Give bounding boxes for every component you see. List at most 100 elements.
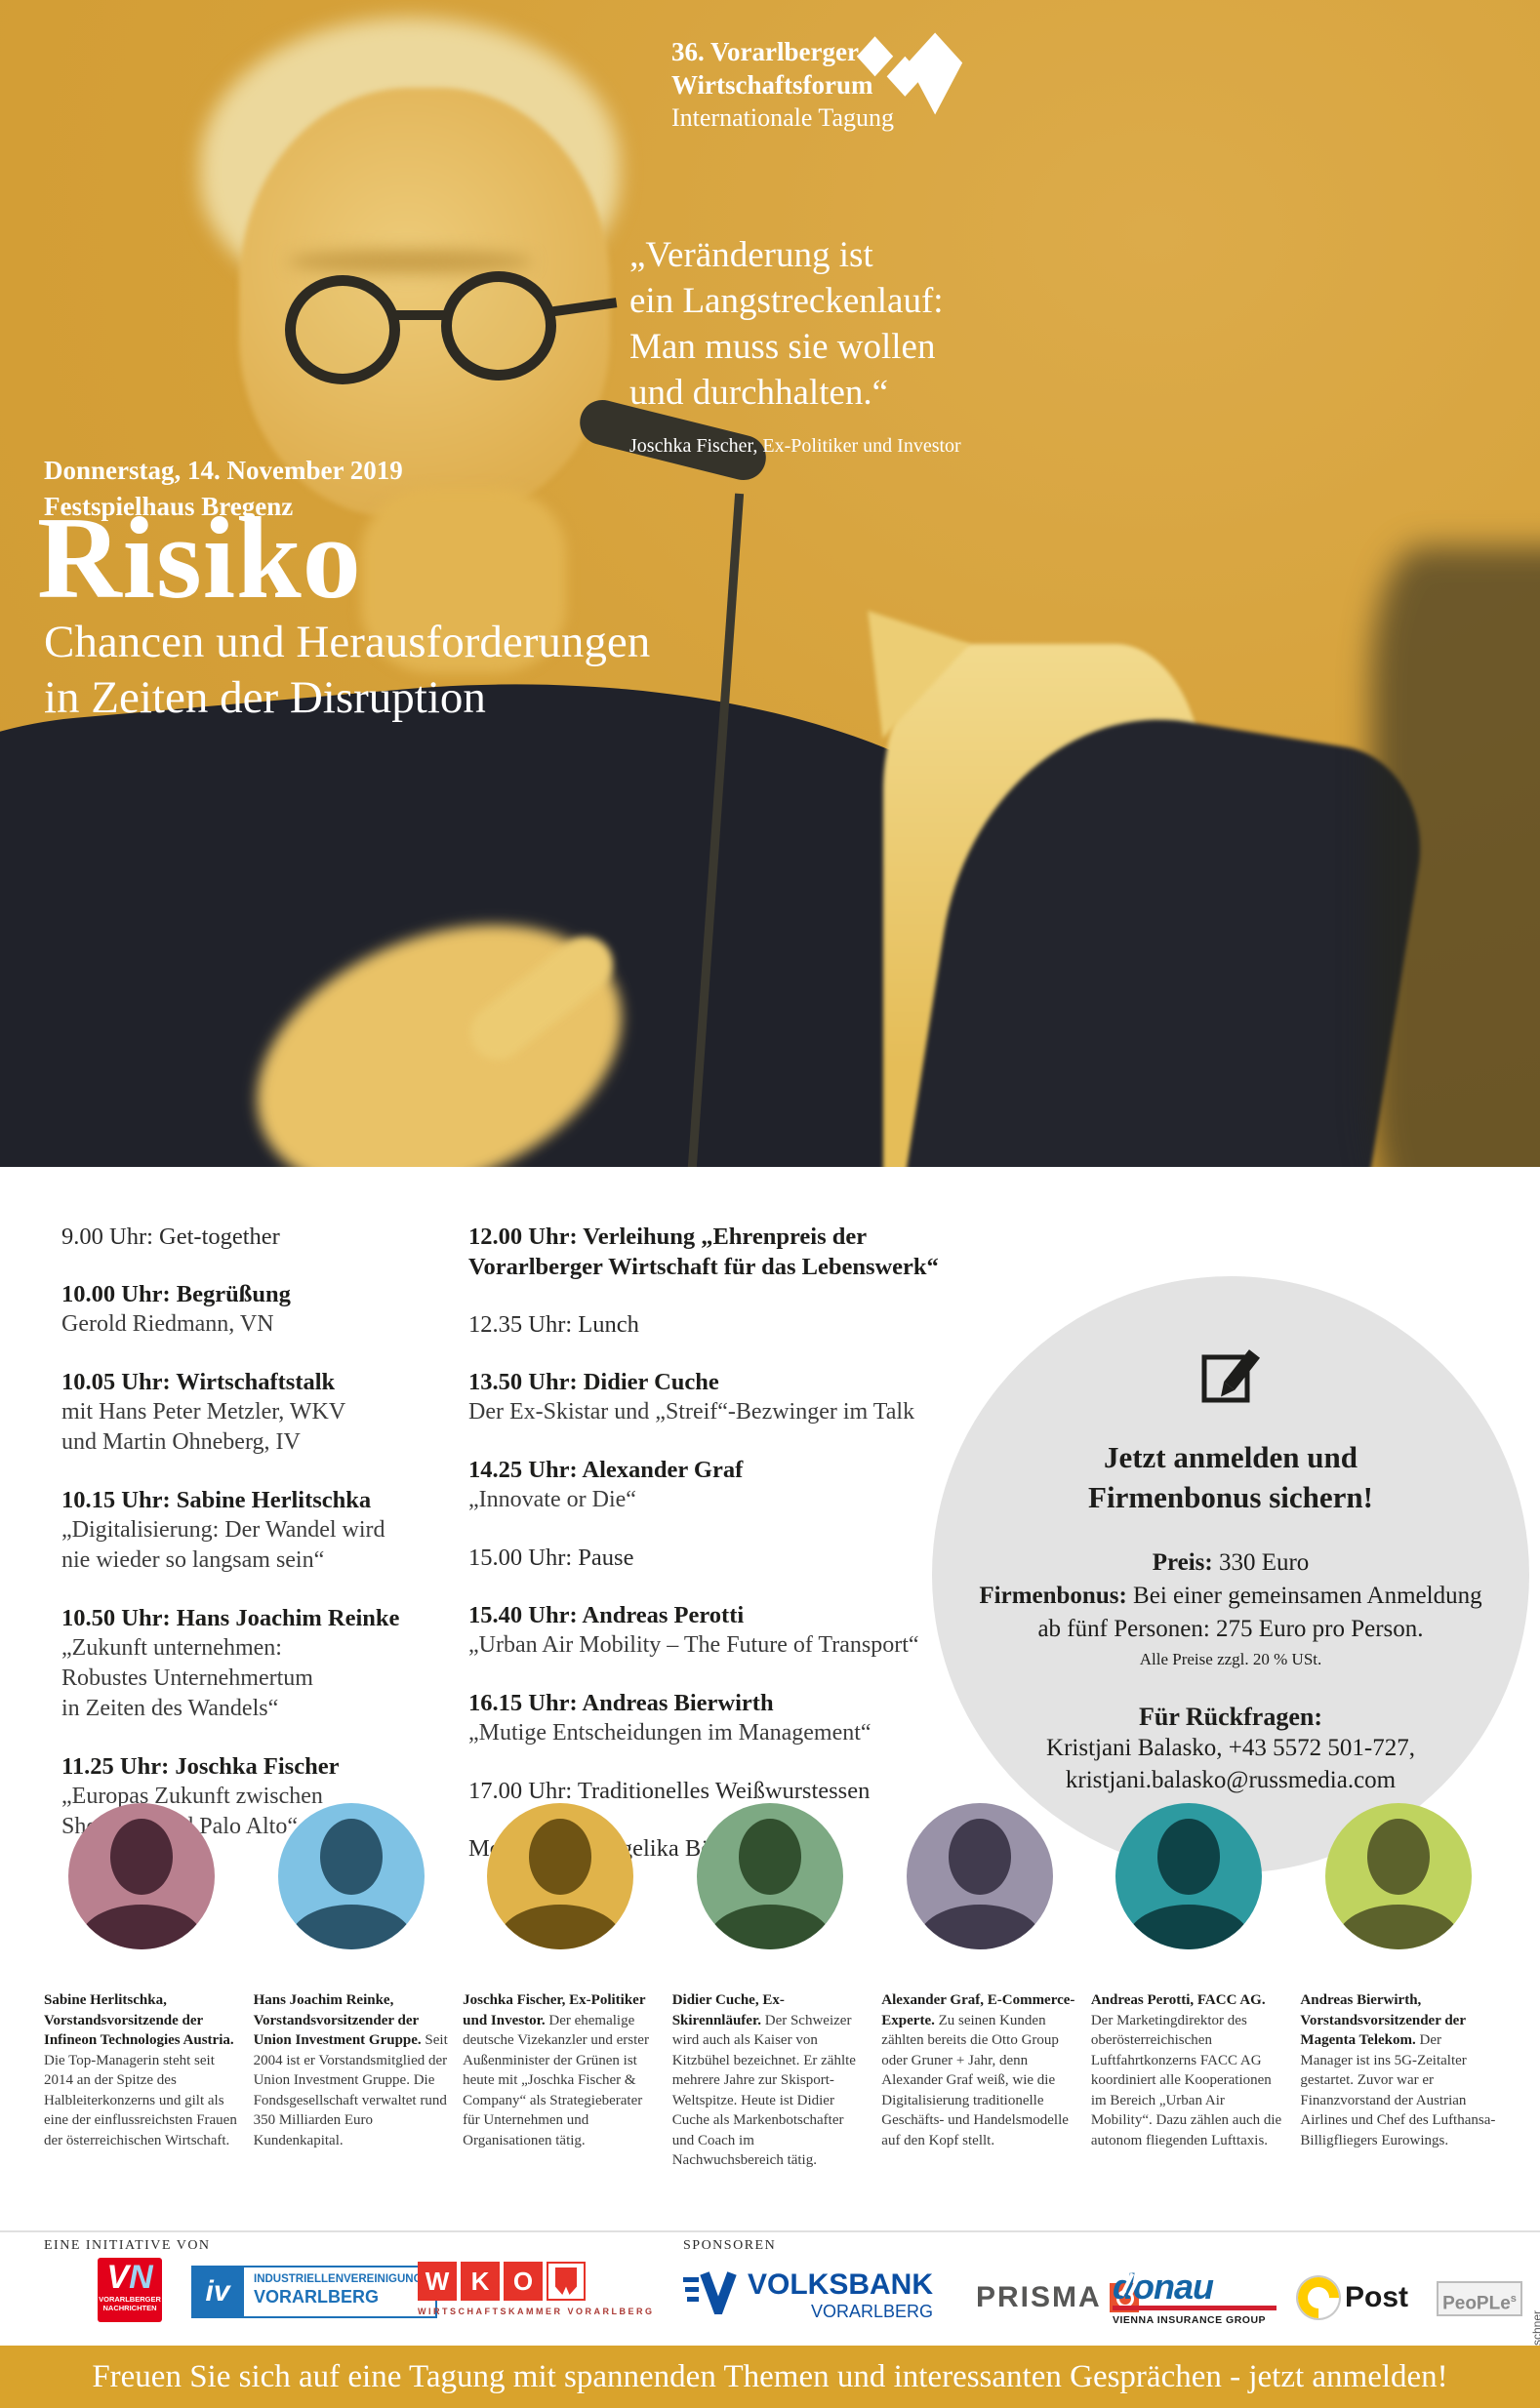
quote-attribution: Joschka Fischer, Ex-Politiker und Invest… <box>629 435 961 457</box>
bonus-label: Firmenbonus: <box>979 1583 1127 1609</box>
volksbank-sub: VORARLBERG <box>810 2302 934 2321</box>
wko-caption: WIRTSCHAFTSKAMMER VORARLBERG <box>418 2307 655 2316</box>
quote-line: ein Langstreckenlauf: <box>629 281 944 321</box>
sponsors-label: SPONSOREN <box>683 2238 777 2253</box>
event-title: Risiko <box>37 493 362 622</box>
speaker-card: Andreas Bierwirth, Vorstandsvorsitzender… <box>1300 1803 1496 2171</box>
peoples-sup: s <box>1510 2293 1517 2305</box>
speaker-description: Der Manager ist ins 5G-Zeitalter gestart… <box>1300 2032 1496 2148</box>
pencil-edit-icon <box>979 1344 1482 1412</box>
schedule-entry-title: 10.50 Uhr: Hans Joachim Reinke <box>61 1605 400 1631</box>
schedule-item: 12.35 Uhr: Lunch <box>468 1309 971 1340</box>
schedule-item: 13.50 Uhr: Didier Cuche Der Ex-Skistar un… <box>468 1367 971 1427</box>
speaker-photo-silhouette-head <box>319 1819 383 1895</box>
donau-red-bar <box>1113 2306 1277 2310</box>
schedule-item: 14.25 Uhr: Alexander Graf „Innovate or Di… <box>468 1455 971 1515</box>
footer-banner: Freuen Sie sich auf eine Tagung mit span… <box>0 2346 1540 2408</box>
schedule-entry-detail: „Europas Zukunft zwischen <box>61 1784 323 1809</box>
speaker-name-role: Didier Cuche, Ex-Skirennläufer. <box>671 1992 785 2028</box>
wko-logo: W K O WIRTSCHAFTSKAMMER VORARLBERG <box>418 2262 655 2316</box>
price-info: Preis: 330 Euro Firmenbonus: Bei einer g… <box>979 1546 1482 1646</box>
schedule-entry-title: 12.00 Uhr: Verleihung „Ehrenpreis der Vo… <box>468 1224 939 1280</box>
volksbank-name: VOLKSBANK <box>748 2268 934 2301</box>
wko-letter-boxes: W K O <box>418 2262 655 2301</box>
schedule-entry-title: 17.00 Uhr: Traditionelles Weißwurstessen <box>468 1778 871 1804</box>
schedule-entry-detail: „Zukunft unternehmen: <box>61 1635 282 1661</box>
speaker-bio: Hans Joachim Reinke, Vorstandsvorsitzend… <box>254 1990 450 2150</box>
schedule-item: 15.40 Uhr: Andreas Perotti „Urban Air Mob… <box>468 1600 971 1661</box>
speaker-photo <box>487 1803 634 1949</box>
speaker-photo <box>68 1803 216 1949</box>
contact-email: kristjani.balasko@russmedia.com <box>1065 1767 1397 1793</box>
speaker-photo-silhouette-body <box>1127 1905 1251 1949</box>
speaker-card: Andreas Perotti, FACC AG. Der Marketingd… <box>1091 1803 1287 2171</box>
contact-phone: Kristjani Balasko, +43 5572 501-727, <box>1046 1735 1415 1761</box>
quote-line: und durchhalten.“ <box>629 373 889 413</box>
speaker-photo <box>906 1803 1053 1949</box>
vn-logo-letters: VN <box>98 2260 162 2295</box>
post-name: Post <box>1345 2281 1409 2313</box>
speaker-photo-silhouette-body <box>289 1905 413 1949</box>
vn-caption-1: VORARLBERGER <box>99 2295 161 2304</box>
speaker-photo-silhouette-head <box>529 1819 592 1895</box>
iv-line-2: VORARLBERG <box>254 2287 380 2307</box>
speaker-bio: Sabine Herlitschka, Vorstandsvorsitzende… <box>44 1990 240 2150</box>
schedule-entry-detail: nie wieder so langsam sein“ <box>61 1547 325 1573</box>
glasses-left-lens-shape <box>285 275 400 384</box>
speaker-card: Joschka Fischer, Ex-Politiker und Invest… <box>463 1803 659 2171</box>
vat-note: Alle Preise zzgl. 20 % USt. <box>1139 1650 1322 1668</box>
hero-photo-neck-shape <box>361 488 566 673</box>
schedule-item: 15.00 Uhr: Pause <box>468 1543 971 1573</box>
speaker-description: Der ehemalige deutsche Vizekanzler und e… <box>463 2012 649 2148</box>
schedule-entry-title: 14.25 Uhr: Alexander Graf <box>468 1457 744 1483</box>
event-date: Donnerstag, 14. November 2019 <box>44 456 403 485</box>
schedule-item: 16.15 Uhr: Andreas Bierwirth „Mutige Ents… <box>468 1688 971 1748</box>
brand-line-3: Internationale Tagung <box>671 103 895 132</box>
schedule-entry-detail: „Digitalisierung: Der Wandel wird <box>61 1517 385 1543</box>
register-headline-line-2: Firmenbonus sichern! <box>1088 1480 1373 1514</box>
schedule-item: 17.00 Uhr: Traditionelles Weißwurstessen <box>468 1776 971 1806</box>
schedule-entry-title: 13.50 Uhr: Didier Cuche <box>468 1369 719 1395</box>
brand-line-2: Wirtschaftsforum <box>671 70 873 100</box>
glasses-bridge-shape <box>392 310 447 320</box>
schedule-column-morning: 9.00 Uhr: Get-together 10.00 Uhr: Begrüßu… <box>61 1222 462 1869</box>
speaker-card: Hans Joachim Reinke, Vorstandsvorsitzend… <box>254 1803 450 2171</box>
schedule-entry-detail: Robustes Unternehmertum <box>61 1666 313 1691</box>
speaker-photo-silhouette-body <box>80 1905 204 1949</box>
speaker-bio: Joschka Fischer, Ex-Politiker und Invest… <box>463 1990 659 2150</box>
forum-brand: 36. Vorarlberger Wirtschaftsforum Intern… <box>671 35 894 135</box>
volksbank-logo: VOLKSBANK VORARLBERG <box>683 2269 933 2322</box>
partners-divider <box>0 2230 1540 2232</box>
donau-logo: donau VIENNA INSURANCE GROUP <box>1113 2269 1277 2326</box>
speaker-photo <box>277 1803 425 1949</box>
schedule-entry-title: 16.15 Uhr: Andreas Bierwirth <box>468 1690 774 1716</box>
speakers-row: Sabine Herlitschka, Vorstandsvorsitzende… <box>44 1803 1496 2171</box>
speaker-name-role: Hans Joachim Reinke, Vorstandsvorsitzend… <box>253 1992 422 2048</box>
quote-line: „Veränderung ist <box>629 235 873 275</box>
price-value: 330 Euro <box>1212 1549 1310 1576</box>
volksbank-text: VOLKSBANK VORARLBERG <box>748 2269 933 2322</box>
schedule-entry-detail: „Innovate or Die“ <box>468 1487 636 1512</box>
hero-photo-blur-shape <box>1371 546 1540 1167</box>
schedule-entry-title: 10.05 Uhr: Wirtschaftstalk <box>61 1369 336 1395</box>
schedule-entry-detail: „Urban Air Mobility – The Future of Tran… <box>468 1632 919 1658</box>
schedule-entry-detail: Der Ex-Skistar und „Streif“-Bezwinger im… <box>468 1399 915 1425</box>
schedule-item: 10.15 Uhr: Sabine Herlitschka „Digitalisi… <box>61 1485 462 1576</box>
schedule-entry-title: 15.00 Uhr: Pause <box>468 1545 634 1571</box>
speaker-photo-silhouette-head <box>738 1819 801 1895</box>
event-venue: Festspielhaus Bregenz <box>44 492 294 521</box>
vn-letter-v: V <box>106 2259 130 2296</box>
schedule-entry-detail: mit Hans Peter Metzler, WKV <box>61 1399 346 1425</box>
speaker-description: Zu seinen Kunden zählten bereits die Ott… <box>881 2012 1069 2148</box>
prisma-name: PRISMA <box>976 2281 1102 2313</box>
register-headline-line-1: Jetzt anmelden und <box>1103 1440 1358 1474</box>
event-date-venue: Donnerstag, 14. November 2019 Festspielh… <box>44 453 403 525</box>
schedule-item: 10.00 Uhr: Begrüßung Gerold Riedmann, VN <box>61 1279 462 1340</box>
speaker-bio: Andreas Perotti, FACC AG. Der Marketingd… <box>1091 1990 1287 2150</box>
speaker-description: Der Schweizer wird auch als Kaiser von K… <box>671 2012 856 2169</box>
speaker-name-role: Joschka Fischer, Ex-Politiker und Invest… <box>463 1992 646 2028</box>
schedule-entry-detail: Gerold Riedmann, VN <box>61 1311 274 1337</box>
schedule-entry-title: 9.00 Uhr: Get-together <box>61 1224 280 1250</box>
wko-letter-w: W <box>418 2262 457 2301</box>
